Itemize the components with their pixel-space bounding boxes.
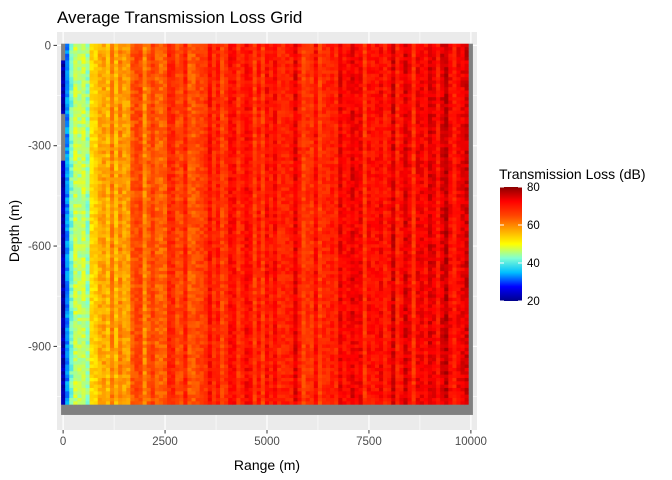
chart-title: Average Transmission Loss Grid (57, 8, 302, 27)
legend-title: Transmission Loss (dB) (499, 166, 646, 182)
legend-ticks: 20 40 60 80 (500, 182, 540, 308)
x-tick-label: 10000 (455, 436, 487, 448)
y-axis-label: Depth (m) (6, 200, 22, 262)
legend: Transmission Loss (dB) 20 40 60 80 (499, 166, 646, 308)
x-axis-label: Range (m) (234, 457, 300, 473)
x-tick-label: 7500 (356, 436, 382, 448)
y-tick-label: 0 (45, 40, 51, 52)
x-tick-label: 0 (60, 436, 66, 448)
heatmap-cells (61, 43, 473, 415)
x-tick-label: 5000 (254, 436, 280, 448)
x-axis: 0 2500 5000 7500 10000 (60, 430, 487, 448)
legend-colorbar (500, 187, 522, 301)
legend-tick-label: 20 (527, 296, 540, 308)
y-tick-label: -900 (28, 341, 51, 353)
legend-tick-label: 80 (527, 182, 540, 194)
y-tick-label: -600 (28, 241, 51, 253)
x-tick-label: 2500 (152, 436, 178, 448)
y-axis: 0 -300 -600 -900 (28, 40, 57, 353)
heatmap-raster (61, 43, 473, 415)
y-tick-label: -300 (28, 141, 51, 153)
legend-tick-label: 60 (527, 220, 540, 232)
legend-tick-label: 40 (527, 258, 540, 270)
